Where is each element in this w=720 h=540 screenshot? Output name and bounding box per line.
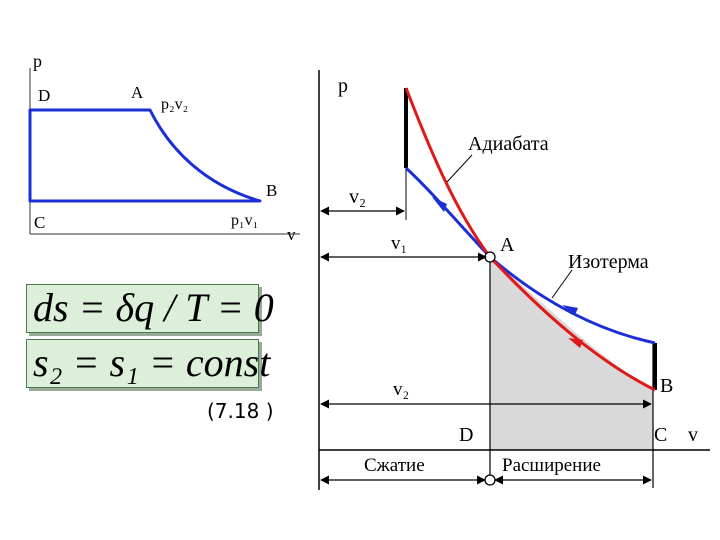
adiabat-arrow bbox=[568, 338, 583, 348]
entropy-formula-box: ds = δq / T = 0 bbox=[26, 284, 274, 333]
compression-label: Сжатие bbox=[364, 455, 425, 476]
right-point-B: B bbox=[660, 375, 673, 397]
right-point-A: A bbox=[500, 234, 515, 256]
bottom-divider-marker bbox=[484, 474, 496, 486]
isotherm-leader bbox=[551, 269, 573, 299]
left-cycle-path bbox=[28, 108, 262, 203]
left-axis-v-label: v bbox=[287, 225, 296, 244]
dim-v2-bottom-label: v₂ bbox=[393, 379, 409, 400]
work-area-shading bbox=[490, 257, 653, 450]
entropy-formula: ds = δq / T = 0 bbox=[33, 285, 274, 330]
right-point-D: D bbox=[459, 424, 473, 446]
left-state-B-label: p₁v₁ bbox=[231, 212, 258, 229]
isotherm-arrow-upper bbox=[432, 197, 447, 212]
right-axis-v-label: v bbox=[688, 424, 698, 446]
left-point-D: D bbox=[38, 86, 50, 105]
left-point-C: C bbox=[34, 213, 45, 232]
isotherm-label: Изотерма bbox=[568, 251, 649, 273]
expansion-label: Расширение bbox=[502, 455, 601, 476]
isentropic-formula: s₂ = s₁ = const bbox=[33, 340, 271, 385]
equation-number: (7.18 ) bbox=[207, 399, 274, 423]
isentropic-formula-box: s₂ = s₁ = const bbox=[26, 339, 270, 388]
left-pv-diagram: p v D A B C p₂v₂ p₁v₁ bbox=[28, 51, 300, 244]
right-axis-p-label: p bbox=[338, 75, 348, 97]
left-point-A: A bbox=[131, 83, 144, 102]
dim-v1-label: v₁ bbox=[391, 233, 407, 254]
right-pv-diagram: p v Адиабата Изотерма A B C D v₂ v₁ v₂ С… bbox=[318, 70, 710, 490]
adiabat-leader bbox=[446, 154, 473, 183]
point-A-marker bbox=[484, 251, 496, 263]
right-point-C: C bbox=[654, 424, 667, 446]
adiabat-label: Адиабата bbox=[468, 133, 549, 155]
left-point-B: B bbox=[266, 181, 277, 200]
isotherm-arrow-lower bbox=[562, 305, 578, 315]
left-axis-p-label: p bbox=[33, 51, 42, 71]
left-state-A-label: p₂v₂ bbox=[161, 96, 188, 113]
dim-v2-top-label: v₂ bbox=[349, 186, 366, 208]
